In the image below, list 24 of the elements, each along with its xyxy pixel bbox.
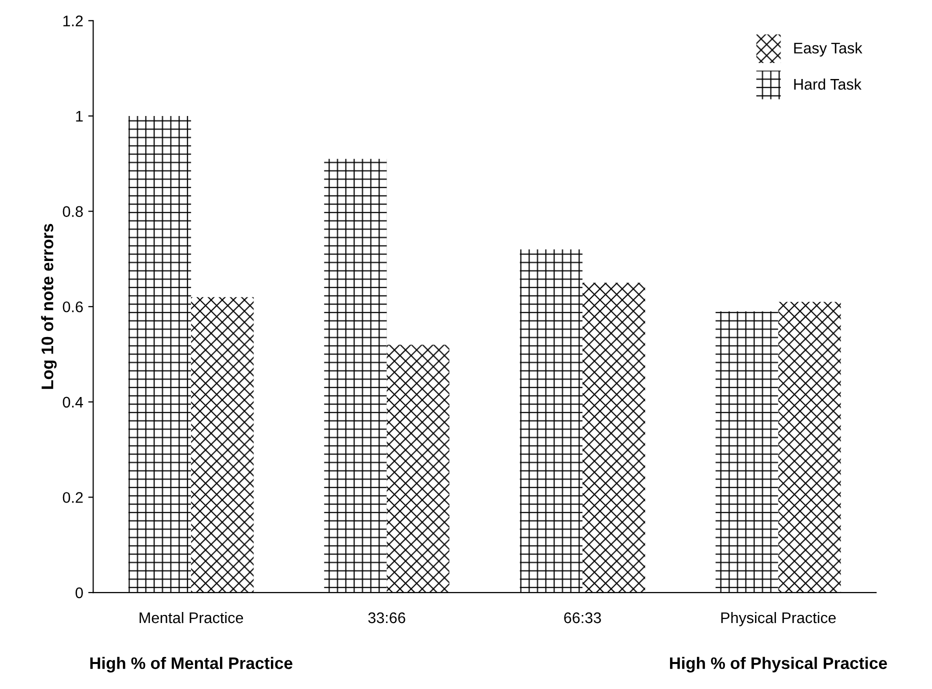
x-tick-label: Physical Practice [721, 612, 836, 626]
bar [324, 158, 387, 593]
bar [582, 282, 646, 593]
x-tick-label: 66:33 [564, 612, 601, 624]
y-tick-label: 0.6 [62, 301, 83, 312]
y-tick-label: 1 [76, 111, 83, 122]
y-tick-label: 1.2 [63, 16, 83, 26]
bar [191, 297, 254, 593]
bar [778, 302, 841, 593]
legend-label: Hard Task [794, 78, 862, 90]
bar [128, 116, 192, 593]
x-tick-label: Mental Practice [140, 612, 244, 624]
text: High % of Physical Practice [670, 656, 887, 672]
x-tick-label: 33:66 [368, 612, 406, 624]
legend-label: Easy Task [794, 42, 862, 57]
bar [386, 344, 450, 593]
y-tick-label: 0.4 [62, 396, 84, 408]
y-tick-label: 0.2 [62, 492, 83, 503]
bar [520, 249, 582, 593]
y-axis-title: Log 10 of note errors [41, 224, 57, 389]
y-tick-label: 0.8 [62, 206, 83, 217]
bar [716, 311, 778, 593]
text: High % of Mental Practice [90, 656, 292, 672]
y-tick-label: 0 [76, 587, 83, 598]
